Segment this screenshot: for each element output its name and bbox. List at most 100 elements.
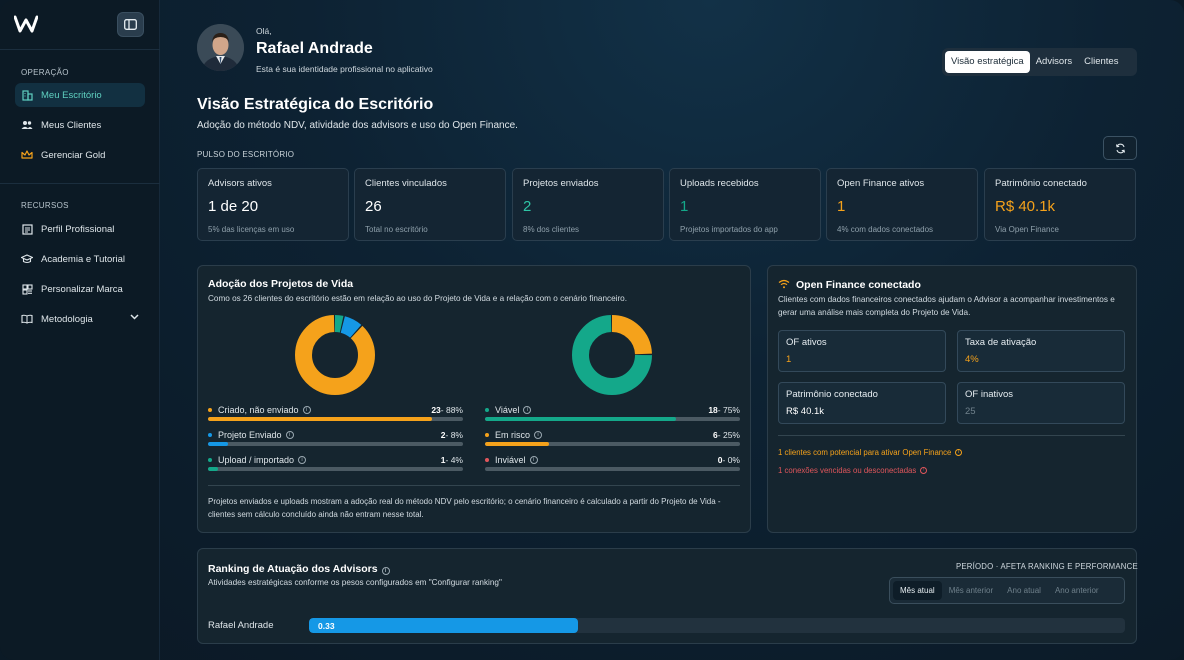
book-icon [21,313,33,325]
financial-donut-slice-0[interactable] [572,315,652,395]
kpi-note: 8% dos clientes [523,225,580,234]
metric-bar-track [485,442,740,446]
metric-count: 0 [717,455,723,465]
sidebar-item-meu-escritorio[interactable]: Meu Escritório [15,83,145,107]
kpi-value: R$ 40.1k [995,198,1056,215]
metric-label-text: Upload / importado [218,455,295,465]
kpi-note: 4% com dados conectados [837,225,934,234]
info-icon[interactable]: i [534,431,543,439]
metric-label: Projeto Enviado i [208,430,294,440]
metric-bar-fill [485,442,549,446]
adoption-title: Adoção dos Projetos de Vida [208,278,354,290]
tab-clientes[interactable]: Clientes [1084,56,1119,67]
ranking-score-value: 0.33 [318,621,335,631]
of-box-patrimonio-conectado: Patrimônio conectado R$ 40.1k [778,382,946,424]
tab-advisors[interactable]: Advisors [1035,56,1073,67]
sidebar-item-meus-clientes[interactable]: Meus Clientes [15,113,145,137]
metric-percent: - 25% [717,430,740,440]
metric-label-text: Projeto Enviado [218,430,282,440]
sidebar-item-academia-tutorial[interactable]: Academia e Tutorial [15,247,145,271]
open-finance-potential-alert[interactable]: 1 clientes com potencial para ativar Ope… [778,448,963,457]
kpi-value: 26 [365,198,382,215]
donut-chart-adoption [295,315,375,395]
metric-value: 18- 75% [708,405,740,415]
sidebar-item-label: Gerenciar Gold [41,149,106,161]
sidebar-section-recursos: RECURSOS [21,201,69,210]
donut-chart-financial [572,315,652,395]
brand-logo[interactable] [14,14,38,34]
period-tab-mes-atual[interactable]: Mês atual [893,581,942,600]
chevron-down-icon[interactable] [130,314,139,320]
info-icon[interactable]: i [298,456,307,464]
metric-row-right-1: Em risco i 6- 25% [485,430,740,454]
info-icon[interactable]: i [529,456,538,464]
legend-dot [208,458,212,462]
kpi-value: 1 [837,198,846,215]
legend-dot [485,433,489,437]
metric-count: 18 [708,405,718,415]
of-box-label: Taxa de ativação [965,337,1037,348]
tab-visao-estrategica[interactable]: Visão estratégica [945,51,1030,73]
financial-donut-slice-1[interactable] [572,315,652,395]
kpi-card-clientes-vinculados: Clientes vinculados 26 Total no escritório [354,168,506,241]
metric-bar-fill [208,467,219,471]
metric-value: 23- 88% [431,405,463,415]
user-name: Rafael Andrade [256,40,373,57]
kpi-card-advisors-ativos: Advisors ativos 1 de 20 5% das licenças em… [197,168,349,241]
sidebar-item-label: Metodologia [41,313,93,325]
sidebar-collapse-button[interactable] [117,12,144,37]
sidebar-item-label: Meus Clientes [41,119,102,131]
metric-count: 2 [440,430,446,440]
alert-icon: ! [920,467,928,474]
building-icon [21,89,33,101]
view-tabs: Visão estratégica Advisors Clientes [942,48,1137,76]
sidebar-item-perfil-profissional[interactable]: Perfil Profissional [15,217,145,241]
adoption-donut-slice-2[interactable] [295,315,375,395]
legend-dot [208,408,212,412]
adoption-footnote: Projetos enviados e uploads mostram a ad… [208,497,721,519]
metric-count: 1 [440,455,446,465]
metric-value: 6- 25% [713,430,740,440]
metric-bar-fill [208,442,229,446]
sidebar-item-gerenciar-gold[interactable]: Gerenciar Gold [15,143,145,167]
metric-percent: - 75% [717,405,740,415]
avatar[interactable] [197,24,244,71]
legend-dot [208,433,212,437]
id-card-icon [21,223,33,235]
info-icon[interactable]: i [381,567,390,575]
kpi-value: 1 [680,198,689,215]
refresh-button[interactable] [1103,136,1137,160]
kpi-label: Open Finance ativos [837,178,925,189]
kpi-note: Total no escritório [365,225,428,234]
metric-label: Em risco i [485,430,543,440]
info-icon[interactable]: i [523,406,532,414]
graduation-cap-icon [21,253,33,265]
adoption-donut-slice-0[interactable] [295,315,375,395]
ranking-score-fill [309,618,579,633]
kpi-card-uploads-recebidos: Uploads recebidos 1 Projetos importados do… [669,168,821,241]
metric-count: 23 [431,405,441,415]
of-box-taxa-ativacao: Taxa de ativação 4% [957,330,1125,372]
info-icon[interactable]: i [302,406,311,414]
info-icon[interactable]: i [285,431,294,439]
ranking-title-text: Ranking de Atuação dos Advisors [208,563,378,575]
sidebar-item-metodologia[interactable]: Metodologia [15,307,145,331]
kpi-label: Uploads recebidos [680,178,759,189]
metric-value: 0- 0% [718,455,740,465]
of-box-label: OF inativos [965,389,1014,400]
sidebar-divider [0,49,160,50]
metric-label: Inviável i [485,455,538,465]
open-finance-expired-alert[interactable]: 1 conexões vencidas ou desconectadas! [778,466,928,475]
period-tab-mes-anterior[interactable]: Mês anterior [948,586,994,595]
metric-value: 2- 8% [441,430,463,440]
sidebar-item-personalizar-marca[interactable]: Personalizar Marca [15,277,145,301]
greeting: Olá, [256,26,272,36]
metric-row-right-0: Viável i 18- 75% [485,405,740,429]
sidebar-item-label: Perfil Profissional [41,223,115,235]
sidebar-divider [0,183,160,184]
period-tab-ano-atual[interactable]: Ano atual [1007,586,1041,595]
of-box-value: 4% [965,354,979,365]
page-subtitle: Adoção do método NDV, atividade dos advi… [197,120,518,131]
period-tab-ano-anterior[interactable]: Ano anterior [1054,586,1099,595]
metric-percent: - 8% [445,430,463,440]
